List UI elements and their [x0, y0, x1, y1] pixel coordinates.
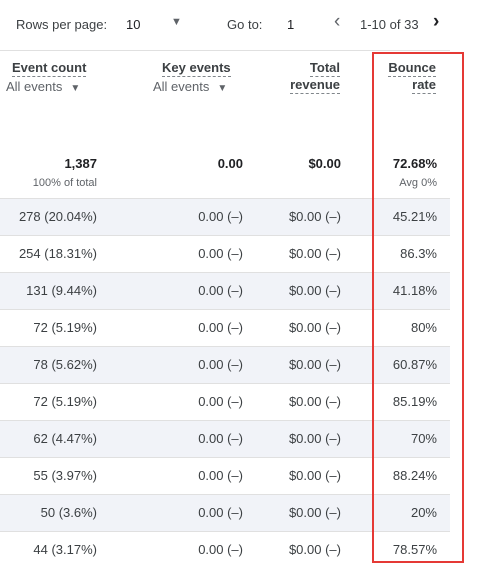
bounce-rate-cell: 80%	[410, 320, 437, 335]
key-events-cell: 0.00 (–)	[198, 283, 243, 298]
event-count-cell: 55 (3.97%)	[33, 468, 97, 483]
caret-down-icon: ▼	[217, 83, 228, 94]
caret-down-icon: ▼	[70, 83, 81, 94]
caret-down-icon[interactable]: ▼	[171, 16, 182, 28]
revenue-cell: $0.00 (–)	[288, 431, 341, 446]
go-to-input[interactable]: 1	[287, 17, 295, 32]
table-row: 78 (5.62%) 0.00 (–) $0.00 (–) 60.87%	[0, 346, 450, 383]
page-range-label: 1-10 of 33	[360, 17, 419, 32]
event-count-cell: 72 (5.19%)	[33, 394, 97, 409]
total-revenue: $0.00	[308, 156, 341, 171]
revenue-cell: $0.00 (–)	[288, 357, 341, 372]
table-row: 254 (18.31%) 0.00 (–) $0.00 (–) 86.3%	[0, 235, 450, 272]
revenue-cell: $0.00 (–)	[288, 468, 341, 483]
event-count-cell: 78 (5.62%)	[33, 357, 97, 372]
totals-row: 1,387 100% of total 0.00 $0.00 72.68% Av…	[0, 150, 450, 198]
bounce-rate-cell: 41.18%	[392, 283, 437, 298]
key-events-cell: 0.00 (–)	[198, 431, 243, 446]
bounce-rate-cell: 86.3%	[400, 246, 437, 261]
event-count-cell: 131 (9.44%)	[26, 283, 97, 298]
revenue-cell: $0.00 (–)	[288, 209, 341, 224]
total-event-count: 1,387	[64, 156, 97, 171]
bounce-rate-cell: 88.24%	[392, 468, 437, 483]
table-row: 50 (3.6%) 0.00 (–) $0.00 (–) 20%	[0, 494, 450, 531]
table-row: 44 (3.17%) 0.00 (–) $0.00 (–) 78.57%	[0, 531, 450, 568]
bounce-rate-cell: 85.19%	[392, 394, 437, 409]
event-count-header[interactable]: Event count	[12, 60, 87, 77]
key-events-header[interactable]: Key events	[162, 60, 231, 77]
event-count-cell: 44 (3.17%)	[33, 542, 97, 557]
bounce-rate-cell: 70%	[410, 431, 437, 446]
revenue-cell: $0.00 (–)	[288, 283, 341, 298]
key-events-filter-label: All events	[153, 79, 210, 94]
column-header-event-count: Event count All events ▼	[6, 60, 87, 94]
key-events-cell: 0.00 (–)	[198, 209, 243, 224]
event-count-cell: 278 (20.04%)	[18, 209, 97, 224]
revenue-cell: $0.00 (–)	[288, 320, 341, 335]
total-bounce-rate: 72.68%	[392, 156, 437, 171]
go-to-label: Go to:	[227, 17, 263, 32]
event-count-cell: 62 (4.47%)	[33, 431, 97, 446]
column-header-key-events: Key events All events ▼	[153, 60, 231, 94]
bounce-rate-header-line2: rate	[412, 77, 436, 94]
table-row: 72 (5.19%) 0.00 (–) $0.00 (–) 85.19%	[0, 383, 450, 420]
total-revenue-header-line1: Total	[309, 60, 340, 77]
event-count-cell: 72 (5.19%)	[33, 320, 97, 335]
pagination-bar: Rows per page: 10 ▼ Go to: 1 ‹ 1-10 of 3…	[0, 0, 450, 51]
table-row: 278 (20.04%) 0.00 (–) $0.00 (–) 45.21%	[0, 198, 450, 235]
revenue-cell: $0.00 (–)	[288, 394, 341, 409]
revenue-cell: $0.00 (–)	[288, 246, 341, 261]
total-key-events: 0.00	[217, 156, 243, 171]
table-row: 62 (4.47%) 0.00 (–) $0.00 (–) 70%	[0, 420, 450, 457]
bounce-rate-cell: 60.87%	[392, 357, 437, 372]
rows-per-page-label: Rows per page:	[16, 17, 108, 32]
key-events-cell: 0.00 (–)	[198, 468, 243, 483]
event-count-filter-label: All events	[6, 79, 63, 94]
table-row: 55 (3.97%) 0.00 (–) $0.00 (–) 88.24%	[0, 457, 450, 494]
chevron-left-icon[interactable]: ‹	[334, 11, 341, 32]
event-count-filter[interactable]: All events ▼	[6, 79, 86, 94]
table-row: 131 (9.44%) 0.00 (–) $0.00 (–) 41.18%	[0, 272, 450, 309]
key-events-cell: 0.00 (–)	[198, 542, 243, 557]
total-revenue-header-line2: revenue	[290, 77, 340, 94]
total-bounce-rate-sub: Avg 0%	[399, 177, 437, 189]
event-count-cell: 254 (18.31%)	[18, 246, 97, 261]
key-events-cell: 0.00 (–)	[198, 320, 243, 335]
revenue-cell: $0.00 (–)	[288, 542, 341, 557]
rows-per-page-select[interactable]: 10	[126, 17, 141, 32]
key-events-filter[interactable]: All events ▼	[153, 79, 231, 94]
bounce-rate-cell: 78.57%	[392, 542, 437, 557]
column-header-bounce-rate[interactable]: Bounce rate	[388, 60, 436, 94]
table-row: 72 (5.19%) 0.00 (–) $0.00 (–) 80%	[0, 309, 450, 346]
data-table: 278 (20.04%) 0.00 (–) $0.00 (–) 45.21% 2…	[0, 198, 450, 568]
bounce-rate-header-line1: Bounce	[388, 60, 436, 77]
key-events-cell: 0.00 (–)	[198, 394, 243, 409]
key-events-cell: 0.00 (–)	[198, 246, 243, 261]
bounce-rate-highlight-box	[372, 52, 464, 563]
bounce-rate-cell: 20%	[410, 505, 437, 520]
column-header-total-revenue[interactable]: Total revenue	[290, 60, 340, 94]
key-events-cell: 0.00 (–)	[198, 505, 243, 520]
chevron-right-icon[interactable]: ›	[433, 11, 440, 32]
bounce-rate-cell: 45.21%	[392, 209, 437, 224]
revenue-cell: $0.00 (–)	[288, 505, 341, 520]
key-events-cell: 0.00 (–)	[198, 357, 243, 372]
total-event-count-sub: 100% of total	[32, 177, 97, 189]
event-count-cell: 50 (3.6%)	[40, 505, 97, 520]
